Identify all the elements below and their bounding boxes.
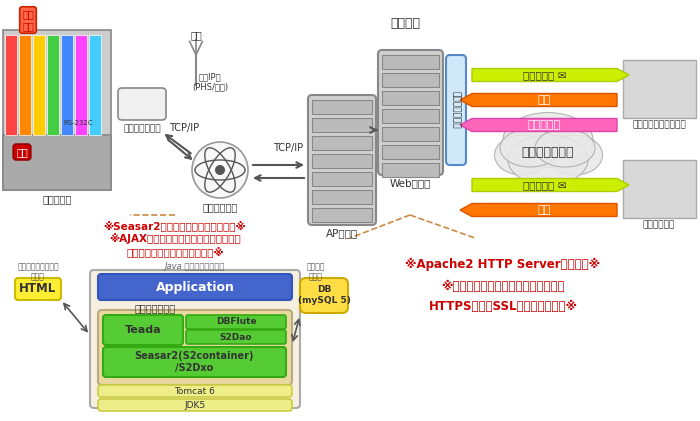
Bar: [312, 136, 372, 150]
Bar: [5, 35, 17, 135]
Bar: [382, 163, 439, 177]
Text: DBFlute: DBFlute: [216, 317, 256, 327]
Bar: [3, 30, 111, 190]
Bar: [312, 172, 372, 186]
Text: Application: Application: [155, 280, 234, 293]
FancyBboxPatch shape: [305, 5, 505, 215]
FancyArrow shape: [472, 179, 629, 192]
Ellipse shape: [547, 135, 603, 175]
Text: ユーザーフロントエンドの実現※: ユーザーフロントエンドの実現※: [126, 246, 224, 257]
Bar: [382, 109, 439, 123]
Bar: [3, 135, 111, 190]
Text: Seasar2(S2container)
/S2Dxo: Seasar2(S2container) /S2Dxo: [134, 351, 253, 373]
FancyBboxPatch shape: [103, 347, 286, 377]
Text: マスタ管理: マスタ管理: [528, 120, 561, 130]
FancyArrow shape: [460, 93, 617, 107]
Bar: [61, 35, 73, 135]
Text: 通信センター: 通信センター: [202, 202, 237, 212]
Text: 通知メール ✉: 通知メール ✉: [523, 180, 566, 190]
Text: ルート担当者: ルート担当者: [643, 220, 675, 229]
Text: ※Seasar2を核にしたフレームワーク※: ※Seasar2を核にしたフレームワーク※: [104, 220, 246, 231]
Text: 売り
切れ: 売り 切れ: [22, 9, 34, 31]
Text: TCP/IP: TCP/IP: [273, 143, 303, 153]
Text: 通信モジュール: 通信モジュール: [123, 124, 161, 133]
Ellipse shape: [508, 135, 588, 185]
Bar: [382, 73, 439, 87]
Text: ※通信セキュリティの安全を図るため: ※通信セキュリティの安全を図るため: [441, 280, 565, 293]
FancyBboxPatch shape: [15, 278, 61, 300]
Text: ※Apache2 HTTP Serverにて構築※: ※Apache2 HTTP Serverにて構築※: [405, 258, 601, 271]
Text: 通知メール ✉: 通知メール ✉: [523, 70, 566, 80]
Bar: [33, 35, 45, 135]
Bar: [623, 160, 696, 218]
FancyBboxPatch shape: [118, 88, 166, 120]
Bar: [623, 60, 696, 118]
Text: フレームワーク: フレームワーク: [134, 303, 176, 313]
Text: JDK5: JDK5: [184, 400, 206, 410]
FancyBboxPatch shape: [98, 399, 292, 411]
Text: 無線: 無線: [190, 30, 202, 40]
Text: インターネット: インターネット: [522, 146, 574, 158]
FancyBboxPatch shape: [98, 274, 292, 300]
Text: フロントエンド: フロントエンド: [452, 91, 461, 129]
Bar: [312, 118, 372, 132]
Text: DB
(mySQL 5): DB (mySQL 5): [298, 285, 351, 305]
FancyBboxPatch shape: [355, 238, 650, 403]
Text: 故障: 故障: [16, 147, 28, 157]
Ellipse shape: [500, 129, 560, 167]
Text: 指示: 指示: [538, 205, 551, 215]
Bar: [312, 190, 372, 204]
Text: 指示: 指示: [538, 95, 551, 105]
Bar: [382, 91, 439, 105]
Bar: [19, 35, 31, 135]
FancyBboxPatch shape: [103, 315, 183, 345]
Text: ※AJAXによる開発を行い「見た目良い」: ※AJAXによる開発を行い「見た目良い」: [109, 233, 241, 244]
FancyBboxPatch shape: [378, 50, 443, 175]
FancyBboxPatch shape: [186, 315, 286, 329]
Text: S2Dao: S2Dao: [220, 333, 252, 341]
FancyBboxPatch shape: [98, 385, 292, 397]
FancyArrow shape: [460, 118, 617, 131]
Text: HTML: HTML: [20, 282, 57, 296]
Text: TCP/IP: TCP/IP: [169, 123, 199, 133]
Bar: [312, 100, 372, 114]
FancyBboxPatch shape: [308, 95, 376, 225]
Text: 無線IP網
(PHS/携帯): 無線IP網 (PHS/携帯): [192, 72, 228, 91]
Ellipse shape: [494, 135, 550, 175]
Bar: [382, 145, 439, 159]
Bar: [312, 154, 372, 168]
Ellipse shape: [535, 129, 595, 167]
Bar: [89, 35, 101, 135]
Bar: [312, 208, 372, 222]
Bar: [382, 55, 439, 69]
Text: Tomcat 6: Tomcat 6: [174, 386, 216, 395]
FancyBboxPatch shape: [300, 278, 348, 313]
Bar: [75, 35, 87, 135]
FancyArrow shape: [472, 69, 629, 82]
Text: HTTPSによるSSL通信経路を確保※: HTTPSによるSSL通信経路を確保※: [428, 300, 578, 313]
Bar: [382, 127, 439, 141]
Text: プレゼンテーション
モデル: プレゼンテーション モデル: [18, 262, 59, 281]
FancyBboxPatch shape: [98, 310, 292, 385]
FancyBboxPatch shape: [90, 270, 300, 408]
Circle shape: [192, 142, 248, 198]
FancyBboxPatch shape: [186, 330, 286, 344]
FancyBboxPatch shape: [446, 55, 466, 165]
Text: RS-232C: RS-232C: [63, 120, 93, 126]
Text: 自販機オペレータ会社: 自販機オペレータ会社: [632, 120, 686, 129]
FancyBboxPatch shape: [4, 215, 346, 415]
Text: ドメイン
モデル: ドメイン モデル: [307, 262, 326, 281]
Circle shape: [215, 165, 225, 175]
Text: Java ミドルウェア構成: Java ミドルウェア構成: [164, 262, 225, 271]
Text: Teada: Teada: [125, 325, 161, 335]
Text: APサーバ: APサーバ: [326, 228, 358, 238]
Ellipse shape: [503, 112, 593, 168]
Bar: [47, 35, 59, 135]
FancyArrow shape: [460, 203, 617, 216]
Text: Webサーバ: Webサーバ: [389, 178, 430, 188]
Text: 飲料自販機: 飲料自販機: [42, 194, 71, 204]
Text: 弊社開発: 弊社開発: [390, 17, 420, 30]
